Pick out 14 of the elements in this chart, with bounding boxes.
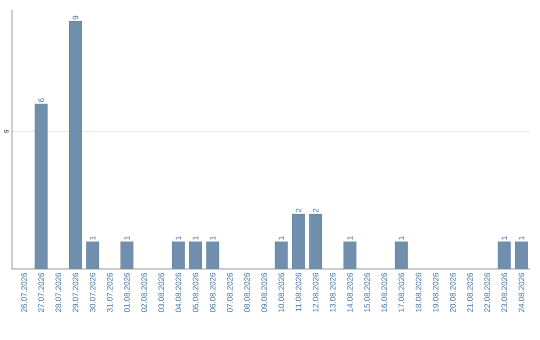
bar [309,214,322,269]
bar [498,241,511,269]
bar [68,21,82,269]
bar [86,241,100,269]
bar [172,241,185,269]
bar [34,104,48,269]
bar [206,241,220,269]
bar [343,241,356,269]
bar [274,241,288,269]
bar [292,214,305,269]
bar [514,241,528,269]
bar [120,241,134,269]
bar [189,241,202,269]
bar [394,241,408,269]
